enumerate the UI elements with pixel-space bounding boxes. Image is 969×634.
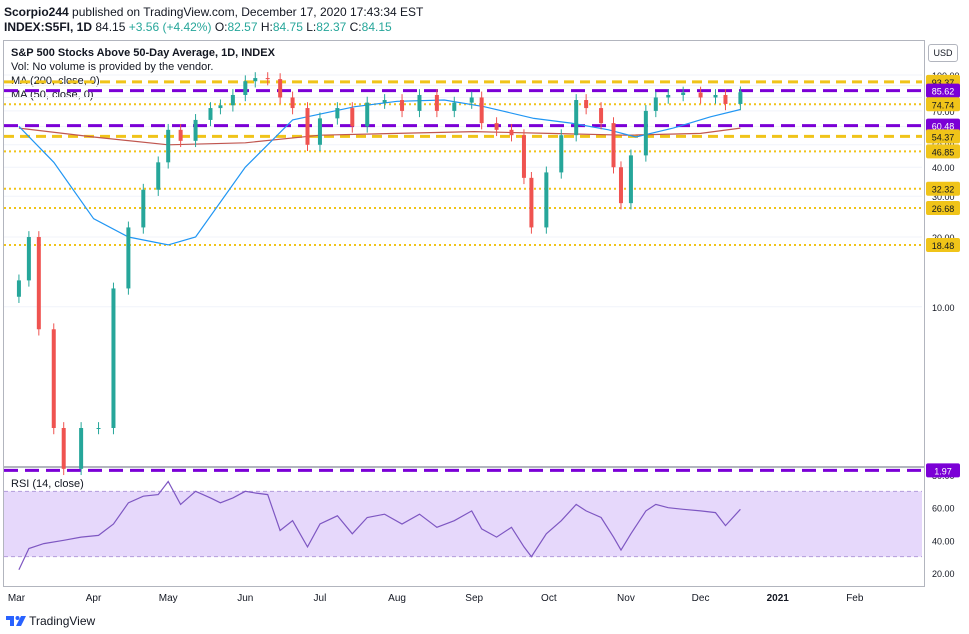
symbol-label[interactable]: INDEX:S5FI, 1D — [4, 20, 93, 34]
x-tick-label: Dec — [692, 593, 710, 604]
last-price: 84.15 — [95, 20, 126, 34]
low-label: L: — [306, 20, 317, 34]
open-value: 82.57 — [227, 20, 258, 34]
ma200-legend[interactable]: MA (200, close, 0) — [11, 75, 100, 87]
level-label-box — [926, 463, 960, 478]
level-label: 54.37 — [932, 132, 955, 142]
high-label: H: — [260, 20, 273, 34]
ma50-legend[interactable]: MA (50, close, 0) — [11, 89, 94, 101]
level-label: 46.85 — [932, 147, 955, 157]
publish-info: published on TradingView.com, December 1… — [72, 5, 424, 19]
rsi-pane[interactable] — [3, 467, 925, 587]
level-label-box — [926, 97, 960, 112]
level-label-box — [926, 201, 960, 216]
price-tick-label: 50.00 — [932, 141, 955, 151]
price-tick-label: 100.00 — [932, 71, 960, 81]
level-label-box — [926, 129, 960, 144]
price-legend: S&P 500 Stocks Above 50-Day Average, 1D,… — [11, 46, 275, 102]
price-tick-label: 30.00 — [932, 192, 955, 202]
publish-line: Scorpio244 published on TradingView.com,… — [4, 5, 423, 19]
tradingview-footer[interactable]: TradingView — [6, 614, 95, 628]
x-tick-label: Jul — [314, 593, 327, 604]
price-tick-label: 80.00 — [932, 93, 955, 103]
low-value: 82.37 — [316, 20, 347, 34]
rsi-tick-label: 40.00 — [932, 536, 955, 546]
level-label: 18.48 — [932, 241, 955, 251]
x-tick-label: Mar — [8, 593, 26, 604]
level-label: 74.74 — [932, 100, 955, 110]
x-tick-label: May — [159, 593, 178, 604]
x-tick-label: Apr — [86, 593, 102, 604]
level-label-box — [926, 181, 960, 196]
price-tick-label: 60.00 — [932, 122, 955, 132]
price-tick-label: 90.00 — [932, 82, 955, 92]
price-tick-label: 40.00 — [932, 163, 955, 173]
rsi-tick-label: 80.00 — [932, 471, 955, 481]
tradingview-logo-icon — [6, 616, 26, 626]
high-value: 84.75 — [272, 20, 303, 34]
price-pane[interactable] — [3, 40, 925, 467]
level-label: 26.68 — [932, 204, 955, 214]
rsi-tick-label: 20.00 — [932, 569, 955, 579]
rsi-legend[interactable]: RSI (14, close) — [11, 478, 84, 490]
level-label-box — [926, 237, 960, 252]
ohlc-line: INDEX:S5FI, 1D 84.15 +3.56 (+4.42%) O:82… — [4, 20, 392, 34]
x-tick-label: Nov — [617, 593, 635, 604]
close-value: 84.15 — [361, 20, 392, 34]
level-label: 93.37 — [932, 78, 955, 88]
price-tick-label: 70.00 — [932, 107, 955, 117]
vol-note: Vol: No volume is provided by the vendor… — [11, 61, 214, 73]
level-label-box — [926, 83, 960, 98]
level-label-box — [926, 74, 960, 89]
x-tick-label: 2021 — [767, 593, 790, 604]
level-label: 1.97 — [934, 466, 952, 476]
level-label-box — [926, 144, 960, 159]
price-tick-label: 10.00 — [932, 303, 955, 313]
x-tick-label: Aug — [388, 593, 406, 604]
brand-name: TradingView — [29, 614, 96, 628]
level-label-box — [926, 118, 960, 133]
level-label: 85.62 — [932, 87, 955, 97]
price-tick-label: 20.00 — [932, 233, 955, 243]
rsi-tick-label: 60.00 — [932, 504, 955, 514]
x-tick-label: Feb — [846, 593, 864, 604]
change-value: +3.56 (+4.42%) — [128, 20, 212, 34]
open-label: O: — [214, 20, 228, 34]
x-tick-label: Jun — [237, 593, 253, 604]
level-label: 60.48 — [932, 122, 955, 132]
currency-button[interactable]: USD — [928, 44, 958, 62]
chart-title: S&P 500 Stocks Above 50-Day Average, 1D,… — [11, 47, 275, 59]
close-label: C: — [349, 20, 362, 34]
level-label: 32.32 — [932, 185, 955, 195]
x-tick-label: Sep — [465, 593, 483, 604]
x-tick-label: Oct — [541, 593, 557, 604]
author-name[interactable]: Scorpio244 — [4, 5, 69, 19]
